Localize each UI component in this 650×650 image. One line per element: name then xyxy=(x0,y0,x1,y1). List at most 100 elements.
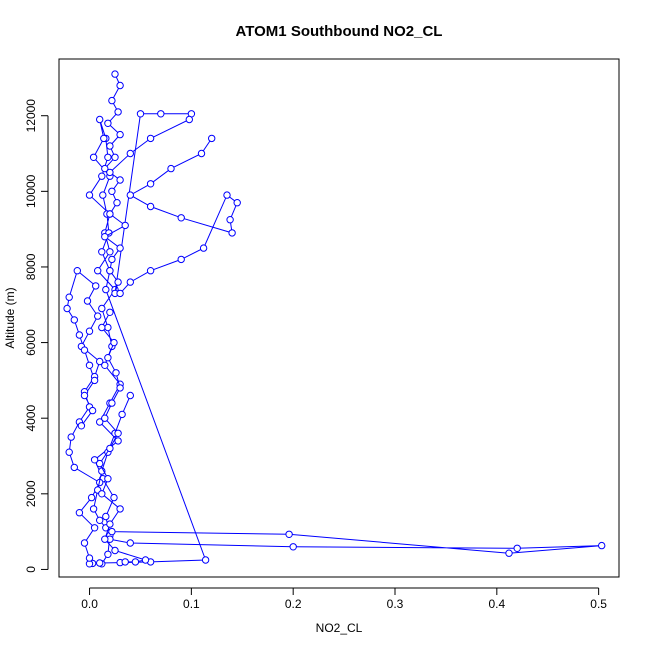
data-point xyxy=(146,267,155,275)
data-point xyxy=(199,244,208,252)
data-point xyxy=(67,433,75,441)
data-point xyxy=(96,357,104,366)
data-point xyxy=(116,505,124,513)
x-tick-label: 0.4 xyxy=(488,597,505,611)
data-point xyxy=(116,176,124,184)
data-point xyxy=(114,278,122,286)
x-tick-label: 0.1 xyxy=(183,597,200,611)
data-point xyxy=(126,539,135,547)
data-point xyxy=(116,130,124,139)
data-point xyxy=(85,554,94,562)
data-point xyxy=(80,391,89,400)
data-point xyxy=(108,399,116,407)
data-point xyxy=(85,361,94,369)
plot-frame xyxy=(58,58,620,578)
series-line xyxy=(119,138,238,294)
data-point xyxy=(108,527,116,536)
y-tick-label: 4000 xyxy=(24,405,38,432)
data-point xyxy=(87,493,96,502)
y-tick-label: 10000 xyxy=(24,174,38,208)
data-point xyxy=(118,410,126,419)
data-point xyxy=(106,168,114,177)
data-point xyxy=(90,456,99,464)
data-point xyxy=(114,437,122,445)
data-point xyxy=(98,490,106,498)
data-point xyxy=(73,267,82,275)
data-point xyxy=(89,505,98,513)
data-point xyxy=(111,546,119,555)
data-point xyxy=(228,229,236,237)
data-point xyxy=(110,493,118,502)
data-point xyxy=(108,187,116,196)
data-point xyxy=(177,255,185,264)
data-point xyxy=(94,312,102,320)
data-point xyxy=(106,142,114,150)
data-point xyxy=(108,96,116,105)
data-point xyxy=(94,267,102,275)
data-point xyxy=(110,338,118,347)
data-point xyxy=(233,199,241,207)
data-point xyxy=(98,248,106,256)
data-point xyxy=(101,535,109,543)
data-point xyxy=(70,316,79,324)
data-point xyxy=(88,406,97,415)
data-point xyxy=(111,70,119,78)
data-point xyxy=(126,278,135,286)
data-point xyxy=(106,210,114,218)
data-point xyxy=(70,463,79,472)
data-point xyxy=(197,149,206,158)
data-point xyxy=(106,248,114,256)
data-point xyxy=(126,191,135,199)
data-point xyxy=(104,550,112,558)
x-axis-label: NO2_CL xyxy=(316,621,363,635)
data-point xyxy=(75,509,84,517)
data-point xyxy=(114,108,122,116)
data-point xyxy=(126,391,135,400)
data-point xyxy=(85,327,94,335)
data-point xyxy=(89,153,98,162)
data-point xyxy=(141,556,150,564)
data-point xyxy=(116,81,124,90)
data-point xyxy=(106,308,114,316)
data-point xyxy=(104,475,112,483)
data-point xyxy=(101,361,109,369)
data-point xyxy=(85,191,94,199)
x-tick-label: 0.3 xyxy=(387,597,404,611)
data-point xyxy=(80,346,89,354)
data-point xyxy=(65,448,73,456)
data-point xyxy=(114,429,122,437)
data-point xyxy=(121,558,129,566)
data-point xyxy=(126,149,135,158)
data-point xyxy=(96,516,104,524)
y-tick-label: 0 xyxy=(24,566,38,573)
y-axis-label: Altitude (m) xyxy=(3,287,17,348)
data-point xyxy=(157,110,165,118)
data-point xyxy=(77,422,86,430)
data-point xyxy=(285,530,293,538)
data-point xyxy=(104,323,112,332)
data-point xyxy=(106,444,114,453)
data-point xyxy=(104,354,112,362)
data-point xyxy=(201,556,210,564)
data-point xyxy=(113,199,121,207)
data-point xyxy=(104,119,112,128)
data-point xyxy=(167,164,175,173)
data-point xyxy=(226,216,234,224)
data-point xyxy=(75,331,84,339)
data-point xyxy=(98,323,106,332)
data-point xyxy=(106,267,114,275)
data-point xyxy=(104,153,112,162)
data-point xyxy=(99,191,107,199)
data-point xyxy=(112,369,120,377)
data-point xyxy=(90,524,99,532)
data-point xyxy=(208,134,216,143)
data-point xyxy=(513,544,521,552)
data-point xyxy=(90,376,99,385)
data-point xyxy=(102,512,110,521)
y-axis: 0 2000 4000 6000 8000 10000 12000 xyxy=(24,99,49,573)
data-point xyxy=(65,293,73,301)
data-point xyxy=(96,559,104,567)
data-point xyxy=(116,384,124,392)
data-point xyxy=(98,172,106,180)
